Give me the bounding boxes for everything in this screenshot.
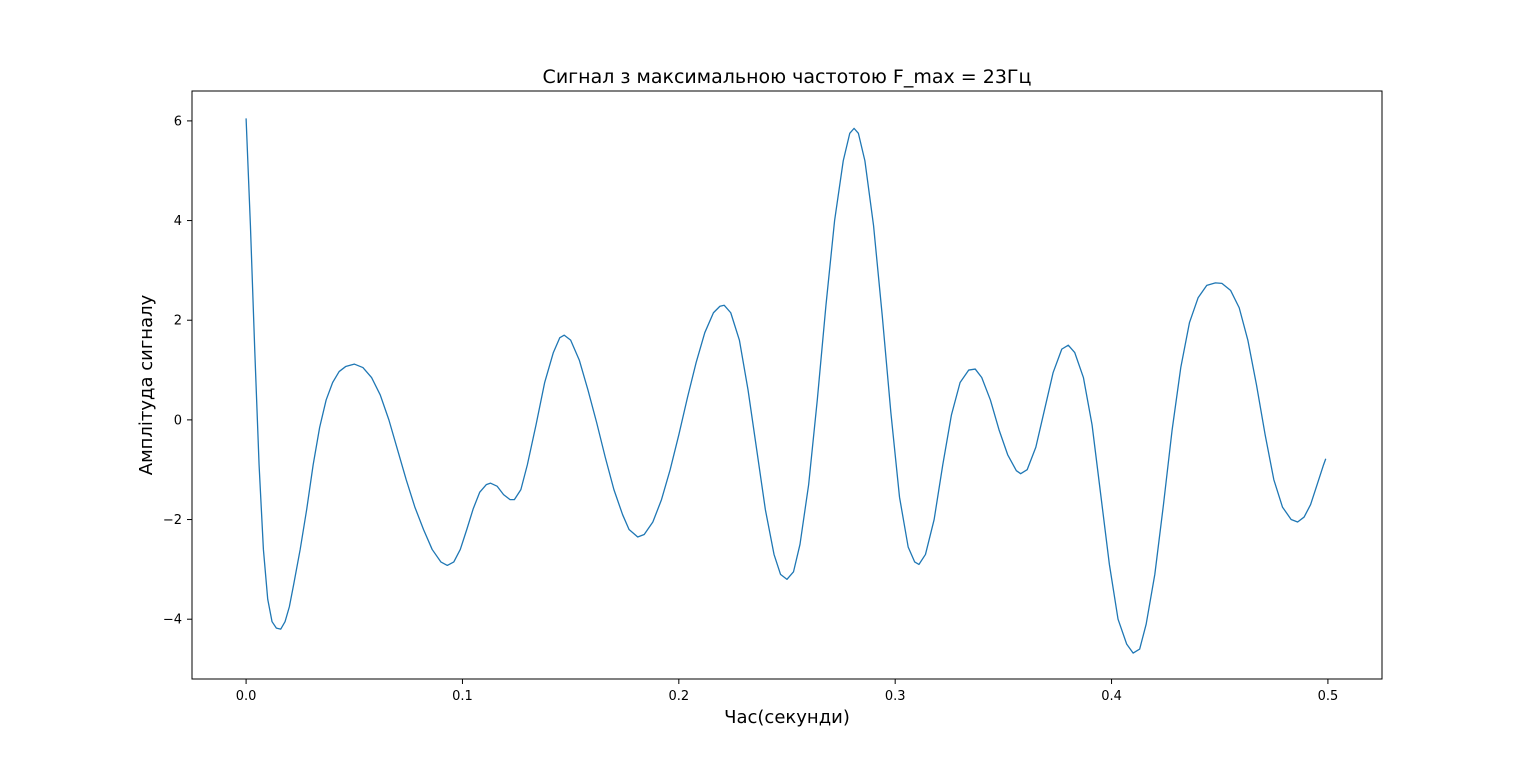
x-axis-label: Час(секунди) [724,707,850,728]
y-tick-label: 0 [174,413,182,428]
x-tick-label: 0.1 [452,689,473,704]
x-tick-label: 0.3 [885,689,906,704]
plot-area [245,118,1327,654]
chart-title: Сигнал з максимальною частотою F_max = 2… [543,66,1032,88]
x-tick-label: 0.5 [1318,689,1339,704]
y-axis-label: Амплітуда сигналу [136,294,157,475]
y-axis: −4 −2 0 2 4 6 [163,114,192,628]
y-tick-label: −4 [163,613,182,628]
x-tick-label: 0.0 [236,689,257,704]
y-tick-label: −2 [163,513,182,528]
y-tick-label: 4 [174,214,182,229]
x-tick-label: 0.4 [1101,689,1122,704]
series-line-0 [245,118,1327,654]
axes-frame [191,90,1383,680]
y-tick-label: 6 [174,114,182,129]
y-tick-label: 2 [174,314,182,329]
x-tick-label: 0.2 [668,689,689,704]
x-axis: 0.0 0.1 0.2 0.3 0.4 0.5 [236,679,1339,704]
